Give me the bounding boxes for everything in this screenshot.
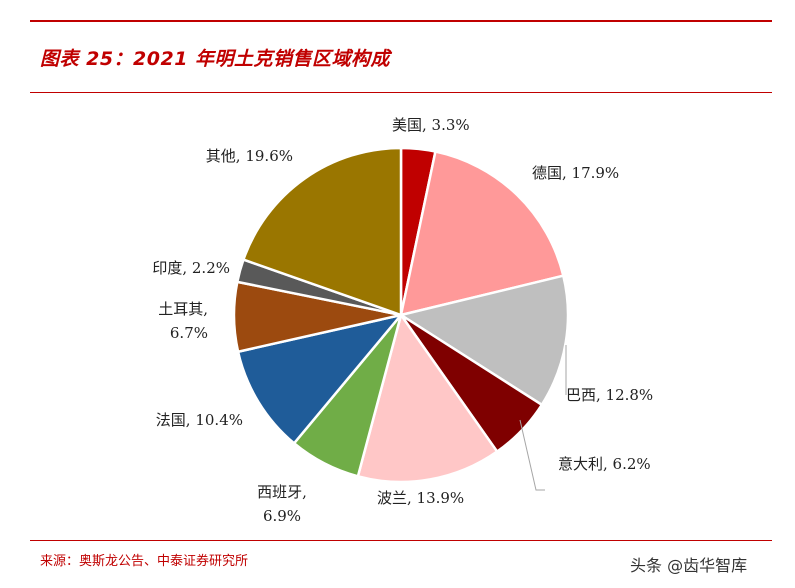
slice-label-2: 巴西, 12.8%: [566, 386, 653, 404]
slice-label-7: 土耳其, 6.7%: [158, 300, 208, 342]
watermark: 头条 @齿华智库: [630, 556, 748, 575]
slice-label-4: 波兰, 13.9%: [377, 489, 464, 507]
slice-label-6: 法国, 10.4%: [156, 411, 243, 429]
chart-title: 图表 25：2021 年明土克销售区域构成: [40, 48, 391, 70]
slice-label-3: 意大利, 6.2%: [558, 455, 651, 473]
pie-slice-2: [397, 274, 570, 407]
bottom-rule: [30, 540, 772, 541]
slice-label-1: 德国, 17.9%: [532, 164, 619, 182]
slice-label-5: 西班牙, 6.9%: [257, 483, 307, 525]
slice-label-8: 印度, 2.2%: [152, 259, 230, 277]
pie-slice-4: [356, 312, 499, 484]
pie-slice-1: [399, 150, 565, 317]
top-rule: [30, 20, 772, 22]
source-note: 来源：奥斯龙公告、中泰证券研究所: [40, 554, 249, 569]
leader-line-3: [519, 419, 545, 491]
slice-label-0: 美国, 3.3%: [392, 116, 470, 134]
pie-slice-6: [236, 312, 405, 446]
slice-label-9: 其他, 19.6%: [206, 147, 293, 165]
title-rule: [30, 92, 772, 93]
pie-slice-9: [241, 146, 403, 317]
